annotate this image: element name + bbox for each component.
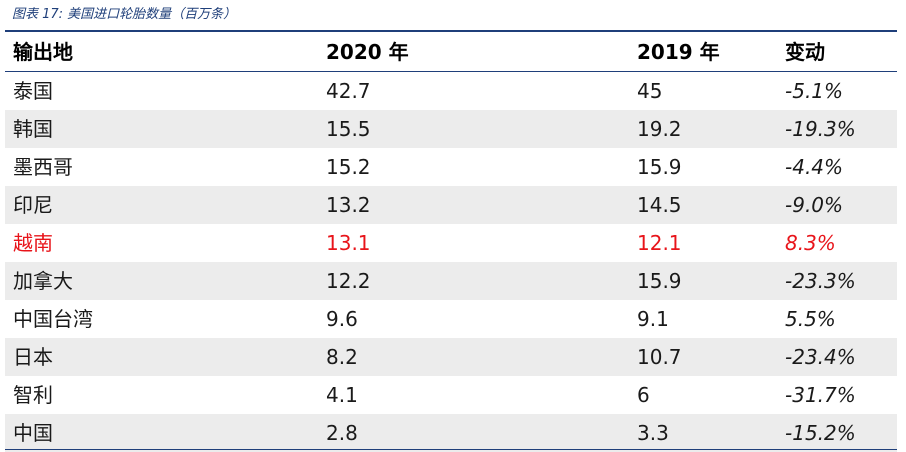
cell-2019: 14.5 — [637, 193, 682, 217]
cell-origin: 中国 — [13, 421, 53, 445]
table-row: 韩国 15.5 19.2 -19.3% — [5, 110, 897, 148]
cell-2019: 9.1 — [637, 307, 669, 331]
cell-2020: 13.1 — [326, 231, 371, 255]
cell-2020: 15.2 — [326, 155, 371, 179]
table-row: 智利 4.1 6 -31.7% — [5, 376, 897, 414]
cell-2019: 12.1 — [637, 231, 682, 255]
cell-origin: 泰国 — [13, 79, 53, 103]
cell-origin: 墨西哥 — [13, 155, 73, 179]
cell-origin: 印尼 — [13, 193, 53, 217]
header-change: 变动 — [785, 40, 825, 64]
cell-2020: 15.5 — [326, 117, 371, 141]
header-origin: 输出地 — [13, 40, 73, 64]
cell-2019: 45 — [637, 79, 663, 103]
cell-2019: 15.9 — [637, 269, 682, 293]
cell-2019: 10.7 — [637, 345, 682, 369]
table-row: 日本 8.2 10.7 -23.4% — [5, 338, 897, 376]
cell-change: -31.7% — [785, 383, 856, 407]
cell-2019: 3.3 — [637, 421, 669, 445]
cell-origin: 加拿大 — [13, 269, 73, 293]
tire-import-table: 输出地 2020 年 2019 年 变动 泰国 42.7 45 -5.1% 韩国… — [5, 34, 897, 452]
cell-origin: 日本 — [13, 345, 53, 369]
table-row: 加拿大 12.2 15.9 -23.3% — [5, 262, 897, 300]
cell-change: -4.4% — [785, 155, 844, 179]
header-2019: 2019 年 — [637, 40, 720, 64]
cell-2020: 13.2 — [326, 193, 371, 217]
cell-origin: 韩国 — [13, 117, 53, 141]
header-2020: 2020 年 — [326, 40, 409, 64]
cell-change: 5.5% — [785, 307, 836, 331]
cell-origin: 智利 — [13, 383, 53, 407]
cell-change: -19.3% — [785, 117, 856, 141]
cell-2020: 9.6 — [326, 307, 358, 331]
table-row: 中国台湾 9.6 9.1 5.5% — [5, 300, 897, 338]
table-row: 印尼 13.2 14.5 -9.0% — [5, 186, 897, 224]
table-row-highlighted: 越南 13.1 12.1 8.3% — [5, 224, 897, 262]
cell-change: -23.4% — [785, 345, 856, 369]
cell-2020: 8.2 — [326, 345, 358, 369]
cell-2019: 19.2 — [637, 117, 682, 141]
cell-change: 8.3% — [785, 231, 836, 255]
cell-origin: 越南 — [13, 231, 53, 255]
table-header-row: 输出地 2020 年 2019 年 变动 — [5, 34, 897, 72]
caption-rule — [5, 30, 897, 32]
cell-origin: 中国台湾 — [13, 307, 93, 331]
cell-2019: 15.9 — [637, 155, 682, 179]
cell-2020: 12.2 — [326, 269, 371, 293]
cell-2019: 6 — [637, 383, 650, 407]
cell-change: -5.1% — [785, 79, 844, 103]
table-row: 墨西哥 15.2 15.9 -4.4% — [5, 148, 897, 186]
cell-change: -15.2% — [785, 421, 856, 445]
table-row: 泰国 42.7 45 -5.1% — [5, 72, 897, 110]
cell-change: -9.0% — [785, 193, 844, 217]
table-row: 中国 2.8 3.3 -15.2% — [5, 414, 897, 452]
cell-change: -23.3% — [785, 269, 856, 293]
cell-2020: 4.1 — [326, 383, 358, 407]
cell-2020: 42.7 — [326, 79, 371, 103]
cell-2020: 2.8 — [326, 421, 358, 445]
figure-caption: 图表 17: 美国进口轮胎数量（百万条） — [12, 7, 237, 22]
